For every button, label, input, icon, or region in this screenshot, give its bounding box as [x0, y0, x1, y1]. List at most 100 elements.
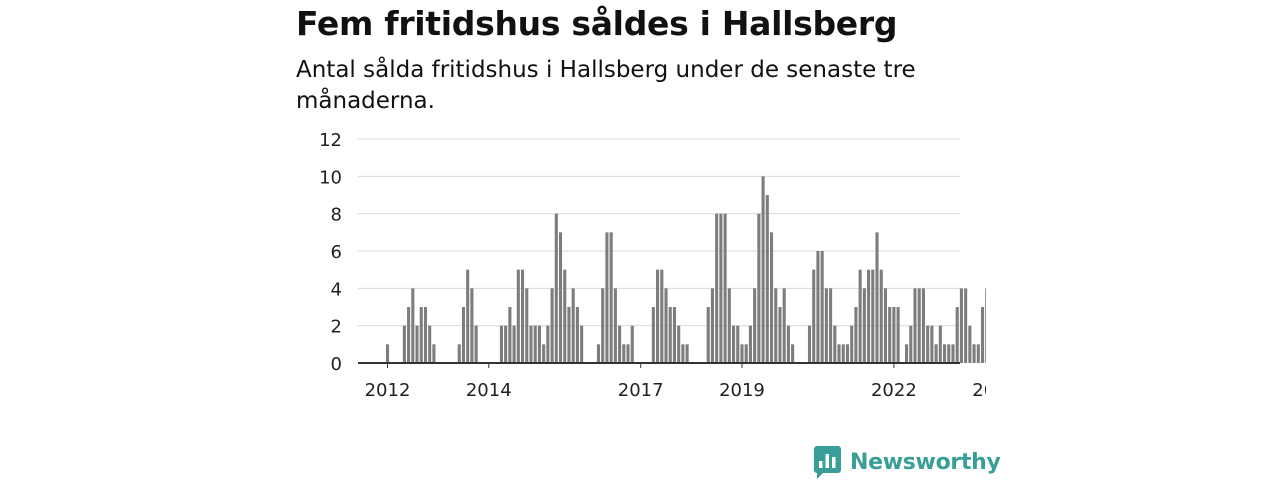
page-title: Fem fritidshus såldes i Hallsberg	[296, 4, 898, 43]
bar	[909, 325, 913, 363]
bar	[601, 288, 605, 363]
bar	[672, 307, 677, 363]
y-tick-label: 6	[331, 242, 342, 263]
bar	[854, 307, 858, 363]
bar	[723, 213, 727, 363]
bar	[976, 344, 980, 363]
bar	[862, 288, 866, 363]
bar	[774, 288, 778, 363]
x-tick-label: 2017	[618, 380, 664, 401]
bar	[753, 288, 757, 363]
bar	[660, 269, 664, 363]
bar	[968, 325, 972, 363]
bar	[719, 213, 723, 363]
bar	[558, 232, 563, 363]
bar	[892, 307, 896, 363]
bar	[685, 344, 689, 363]
bar	[769, 232, 774, 363]
bar	[748, 325, 752, 363]
x-tick-label: 2014	[466, 380, 512, 401]
bar	[423, 307, 428, 363]
bar	[681, 344, 685, 363]
bar	[744, 344, 748, 363]
bar	[554, 213, 558, 363]
bar	[727, 288, 731, 363]
bar	[947, 344, 951, 363]
bar	[926, 325, 930, 363]
bar	[626, 344, 630, 363]
bar	[533, 325, 537, 363]
bar	[411, 288, 415, 363]
bar	[938, 325, 942, 363]
page-subtitle: Antal sålda fritidshus i Hallsberg under…	[296, 57, 916, 114]
bar	[575, 307, 579, 363]
y-tick-label: 4	[331, 279, 342, 300]
bar	[466, 269, 470, 363]
bar	[867, 269, 871, 363]
bar	[580, 325, 584, 363]
bar	[837, 344, 841, 363]
bar	[951, 344, 955, 363]
bar	[504, 325, 508, 363]
bar	[622, 344, 626, 363]
bar	[829, 288, 833, 363]
bar	[546, 325, 550, 363]
bar	[955, 307, 959, 363]
bar	[879, 269, 883, 363]
bar	[415, 325, 419, 363]
bar	[402, 325, 406, 363]
bar	[571, 288, 575, 363]
bar	[710, 288, 714, 363]
bar	[736, 325, 740, 363]
bar	[520, 269, 525, 363]
bar	[731, 325, 736, 363]
bar	[905, 344, 909, 363]
bar	[432, 344, 436, 363]
bar	[816, 251, 820, 363]
bar	[875, 232, 879, 363]
newsworthy-logo-icon	[814, 446, 841, 479]
x-tick-label: 2019	[719, 380, 765, 401]
chart-card: Fem fritidshus såldes i Hallsberg Antal …	[296, 0, 1001, 480]
x-tick-label: 2024	[972, 380, 986, 401]
y-tick-label: 0	[331, 354, 342, 375]
bar	[757, 213, 761, 363]
bar	[508, 307, 512, 363]
bar	[942, 344, 947, 363]
bar	[896, 307, 900, 363]
brand-logo[interactable]: Newsworthy	[814, 446, 1001, 479]
bar	[858, 269, 862, 363]
bar	[985, 288, 986, 363]
bar	[850, 325, 854, 363]
bar	[457, 344, 461, 363]
bar	[833, 325, 837, 363]
bar	[664, 288, 668, 363]
bar	[964, 288, 968, 363]
bar	[841, 344, 845, 363]
bar	[761, 176, 765, 363]
bar	[605, 232, 609, 363]
bar	[930, 325, 934, 363]
y-tick-label: 12	[319, 130, 342, 151]
bar	[871, 269, 875, 363]
bar	[782, 288, 786, 363]
bar	[596, 344, 601, 363]
bar	[651, 307, 655, 363]
x-tick-label: 2022	[871, 380, 917, 401]
bar	[972, 344, 976, 363]
x-tick-label: 2012	[365, 380, 411, 401]
bar	[778, 307, 782, 363]
bar	[470, 288, 474, 363]
bar	[715, 213, 719, 363]
bar	[883, 288, 888, 363]
bar	[980, 307, 985, 363]
bar	[812, 269, 816, 363]
bar	[824, 288, 828, 363]
bar	[419, 307, 423, 363]
bar	[499, 325, 503, 363]
bar	[820, 251, 824, 363]
bar	[845, 344, 850, 363]
bar	[630, 325, 634, 363]
bar	[550, 288, 554, 363]
y-tick-label: 2	[331, 317, 342, 338]
